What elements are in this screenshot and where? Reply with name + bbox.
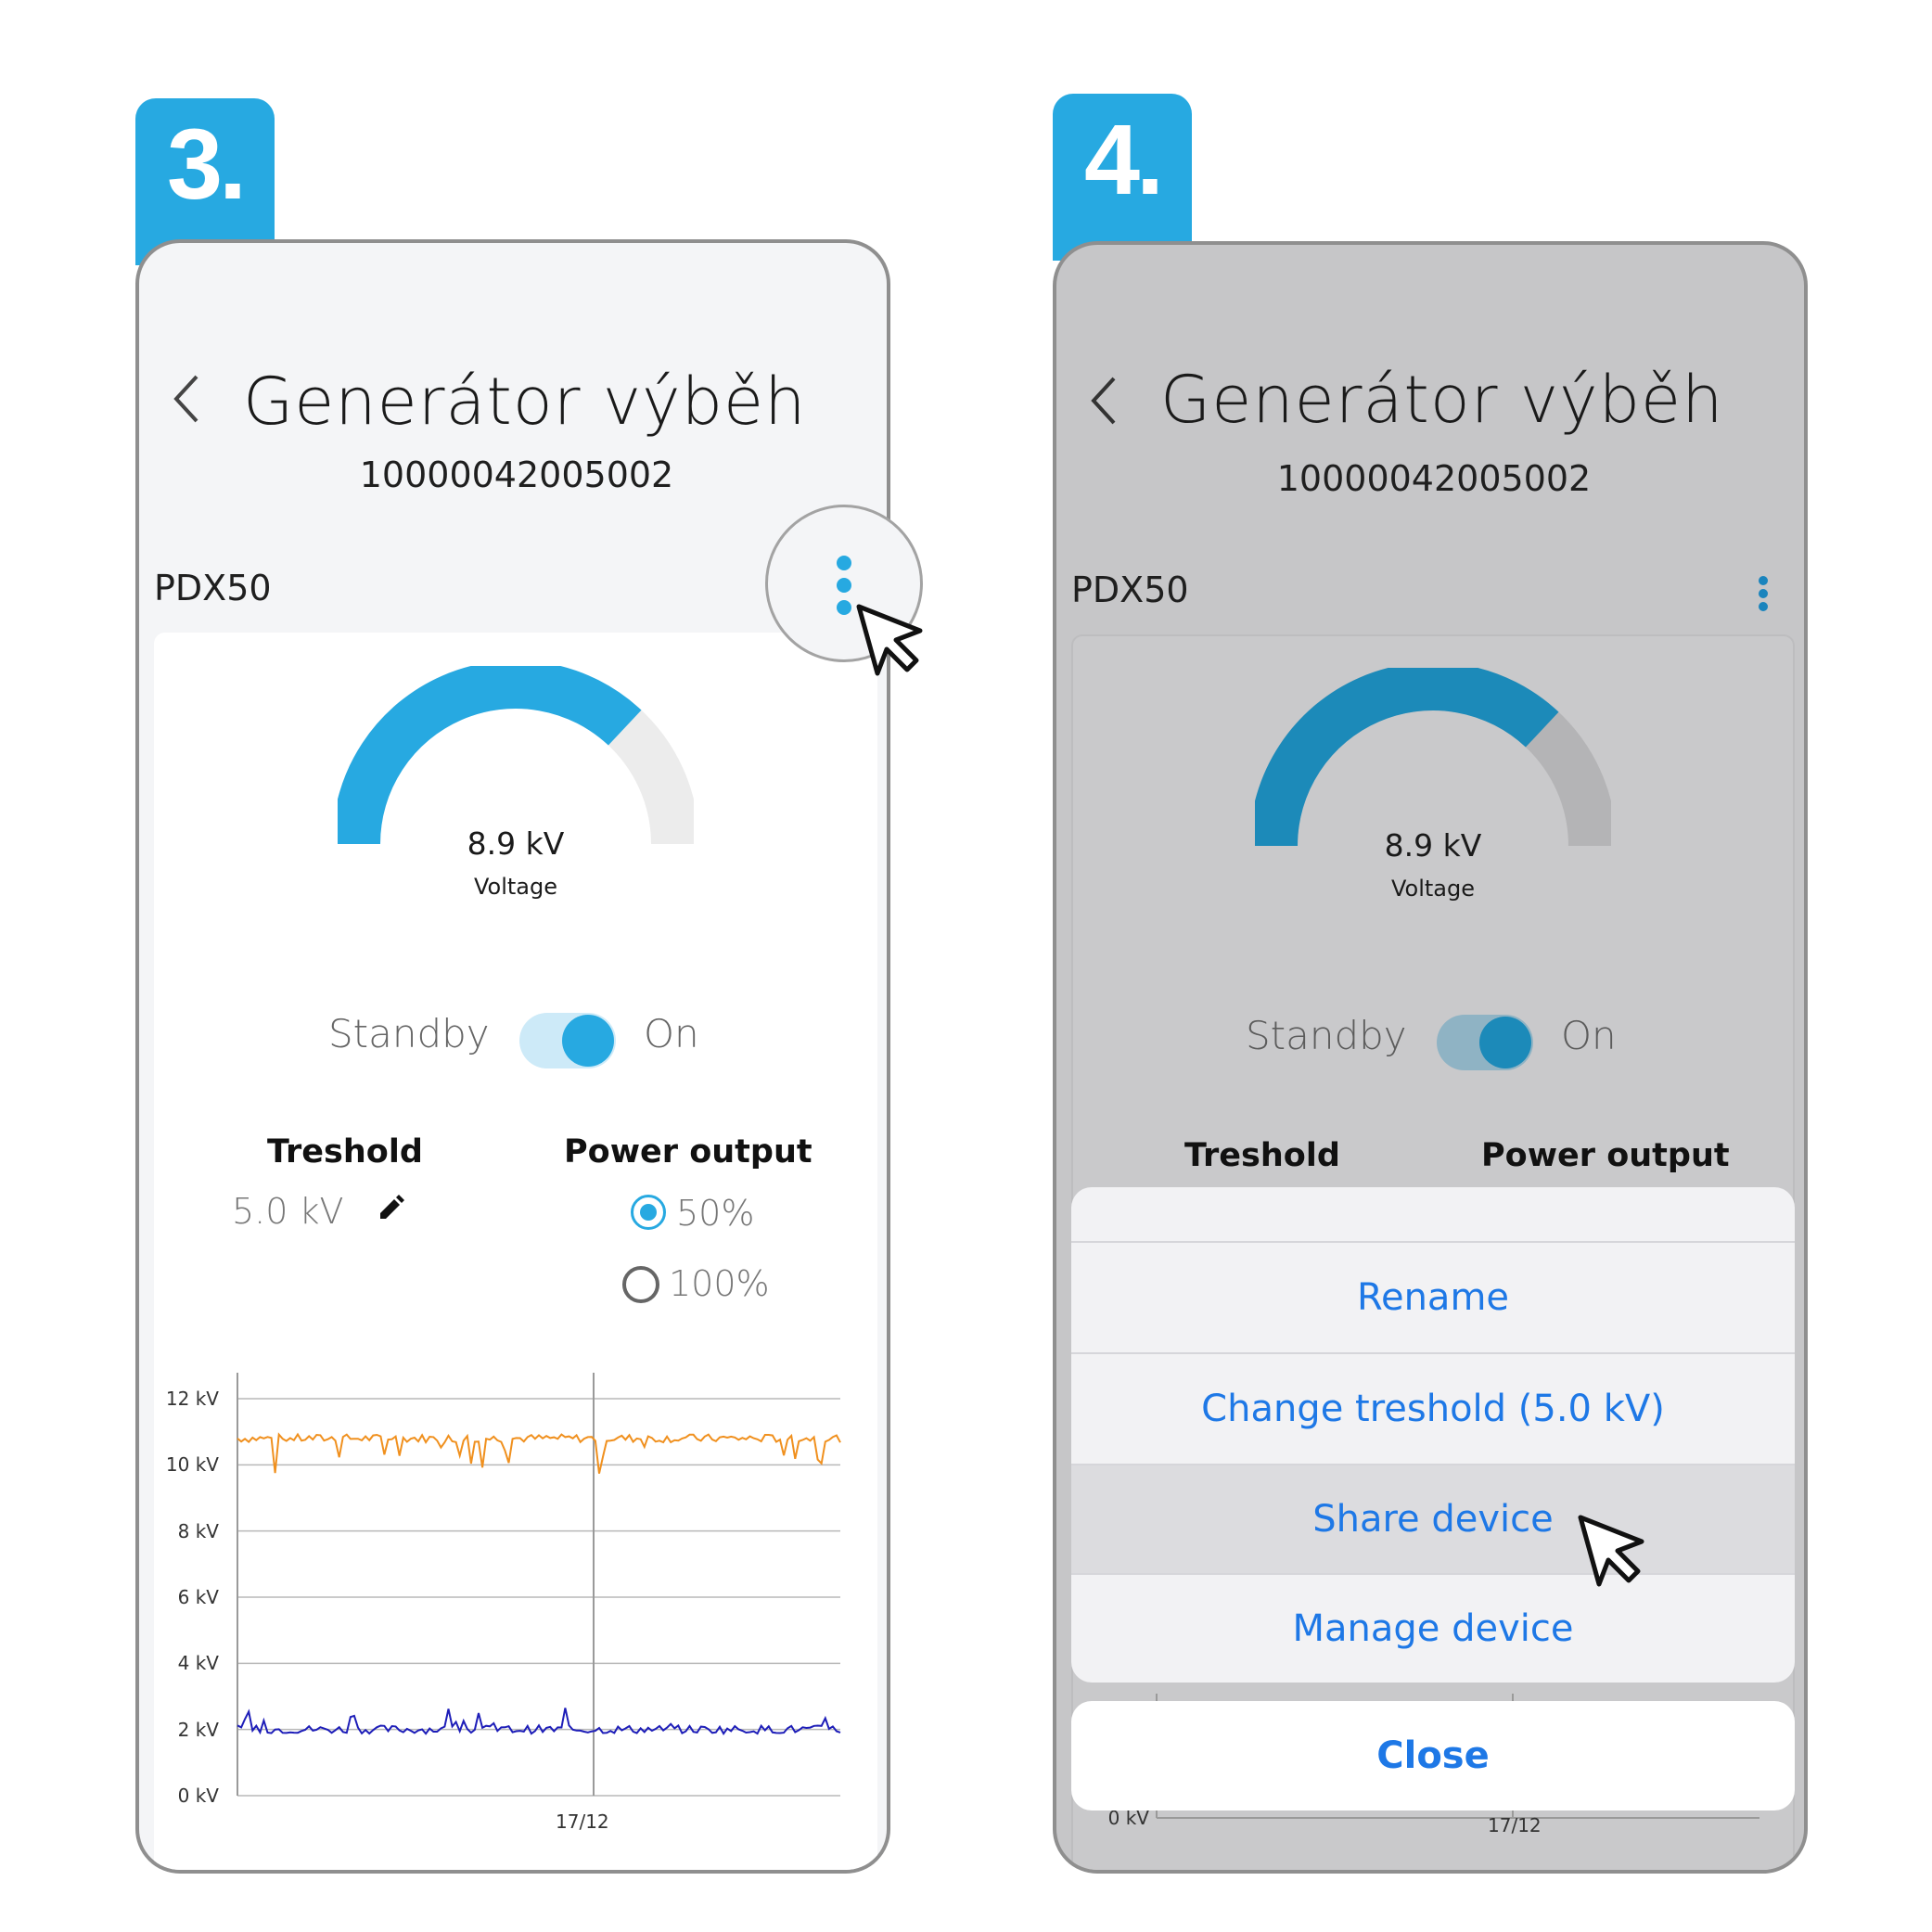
gauge-label: Voltage [1390, 876, 1476, 902]
threshold-title: Treshold [267, 1133, 423, 1171]
series-orange-line [237, 1432, 841, 1474]
power-output-title: Power output [1481, 1137, 1730, 1174]
device-serial: 10000042005002 [359, 454, 674, 495]
voltage-gauge [338, 666, 694, 845]
radio-100[interactable] [622, 1266, 659, 1303]
series-blue-line [237, 1708, 841, 1735]
power-output-title: Power output [564, 1133, 812, 1171]
mouse-pointer-icon [855, 603, 929, 681]
y-tick-label: 12 kV [165, 1388, 219, 1410]
step-4-label: 4. [1083, 102, 1164, 215]
on-label: On [644, 1011, 699, 1056]
more-vertical-icon[interactable] [835, 555, 853, 623]
device-model: PDX50 [1071, 569, 1189, 610]
y-tick-label: 10 kV [165, 1453, 219, 1477]
gauge-fill [338, 666, 642, 845]
radio-50-dot [640, 1204, 657, 1221]
toggle-knob [1479, 1017, 1531, 1068]
voltage-gauge [1255, 668, 1611, 847]
action-sheet: Rename Change treshold (5.0 kV) Share de… [1071, 1187, 1795, 1683]
device-model: PDX50 [154, 568, 272, 608]
radio-50-label: 50% [676, 1193, 755, 1234]
step-3-badge: 3. [135, 98, 275, 265]
threshold-value: 5.0 kV [232, 1191, 344, 1232]
gauge-fill [1255, 668, 1559, 847]
y-tick-label: 0 kV [177, 1785, 219, 1807]
pencil-icon[interactable] [377, 1195, 404, 1226]
x-tick-label: 17/12 [556, 1810, 609, 1833]
step-3-label: 3. [166, 107, 247, 220]
threshold-title: Treshold [1184, 1137, 1340, 1174]
page-title: Generátor výběh [243, 364, 807, 440]
page-title: Generátor výběh [1160, 362, 1724, 438]
power-toggle[interactable] [1437, 1015, 1533, 1070]
on-label: On [1561, 1013, 1617, 1058]
y-tick-label: 8 kV [177, 1519, 219, 1542]
gauge-value: 8.9 kV [467, 825, 565, 862]
close-button[interactable]: Close [1071, 1701, 1795, 1810]
phone-screen-step-4: Generátor výběh 10000042005002 PDX50 8.9… [1053, 241, 1808, 1874]
standby-label: Standby [328, 1011, 490, 1056]
power-toggle[interactable] [519, 1013, 616, 1068]
toggle-knob [562, 1015, 614, 1067]
back-chevron-icon[interactable] [169, 371, 206, 441]
y-tick-label: 6 kV [177, 1586, 219, 1608]
standby-label: Standby [1246, 1013, 1407, 1058]
radio-50[interactable] [631, 1195, 666, 1230]
y-tick-label: 2 kV [177, 1718, 219, 1741]
y-tick-label: 4 kV [177, 1652, 219, 1675]
step-4-badge: 4. [1053, 94, 1192, 261]
action-change-threshold[interactable]: Change treshold (5.0 kV) [1071, 1352, 1795, 1464]
voltage-chart: 12 kV 10 kV 8 kV 6 kV 4 kV 2 kV 0 kV 17/12 [154, 1356, 877, 1857]
action-manage-device[interactable]: Manage device [1071, 1573, 1795, 1683]
action-rename[interactable]: Rename [1071, 1241, 1795, 1352]
gauge-label: Voltage [473, 874, 558, 900]
x-tick-label: 17/12 [1488, 1814, 1542, 1836]
more-vertical-icon[interactable] [1757, 575, 1770, 616]
device-card: 8.9 kV Voltage Standby On Treshold 5.0 k… [154, 633, 877, 1870]
back-chevron-icon[interactable] [1086, 373, 1123, 432]
radio-100-label: 100% [669, 1263, 770, 1304]
phone-screen-step-3: Generátor výběh 10000042005002 PDX50 8.9… [135, 239, 890, 1874]
gauge-value: 8.9 kV [1384, 827, 1482, 864]
mouse-pointer-icon [1577, 1514, 1651, 1592]
device-serial: 10000042005002 [1276, 458, 1592, 499]
action-share-device[interactable]: Share device [1071, 1464, 1795, 1573]
y-tick-label: 0 kV [1107, 1807, 1149, 1829]
